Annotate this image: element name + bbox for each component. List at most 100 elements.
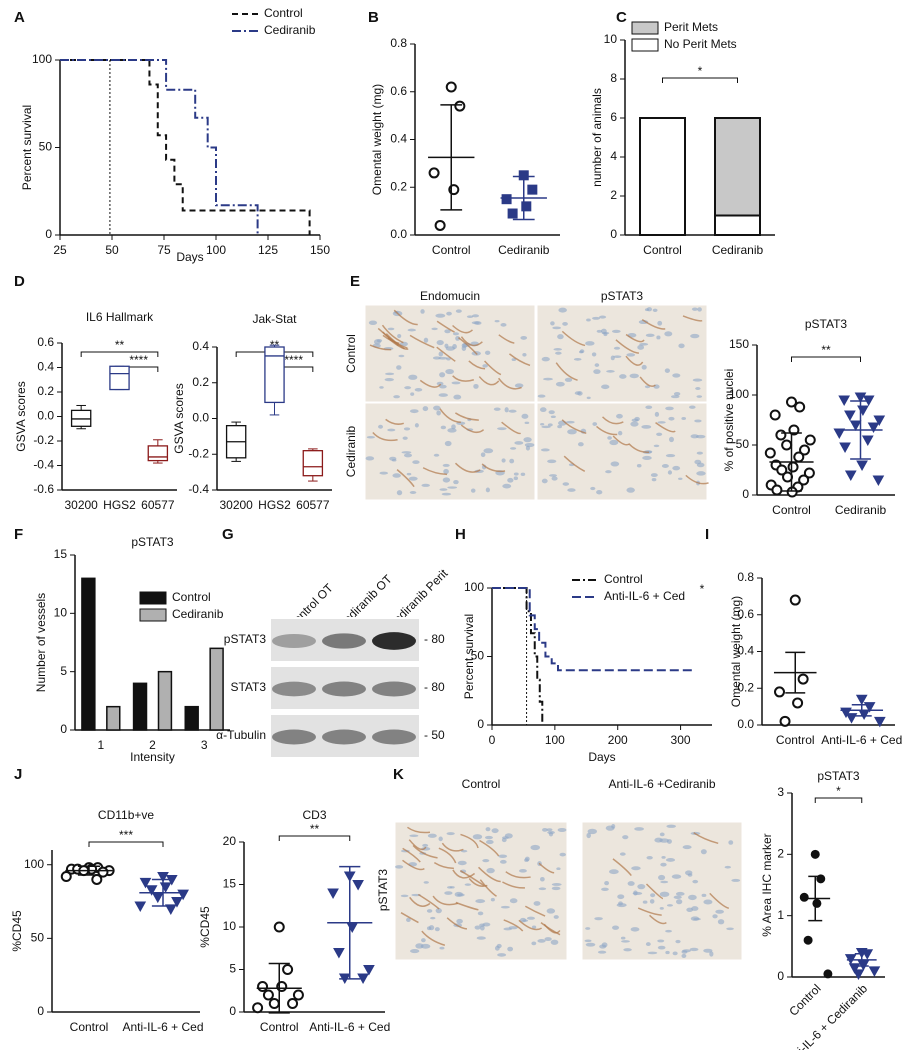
nucleus: [401, 451, 412, 454]
nucleus: [428, 925, 435, 931]
blot-band: [322, 633, 366, 649]
nucleus: [670, 395, 680, 399]
nucleus: [420, 943, 431, 949]
data-point: [803, 467, 815, 479]
stain: [417, 893, 440, 910]
nucleus: [494, 945, 500, 951]
x-tick-label: Cediranib: [498, 243, 550, 257]
stain: [501, 421, 521, 435]
nucleus: [521, 413, 529, 419]
data-point: [789, 594, 801, 606]
nucleus: [493, 407, 501, 411]
nucleus: [541, 478, 548, 484]
error-bar: [268, 962, 290, 1014]
data-point: [775, 429, 787, 441]
nucleus: [398, 354, 405, 358]
data-point: [268, 998, 280, 1009]
nucleus: [703, 948, 713, 953]
stain: [369, 344, 392, 351]
legend-label: Perit Mets: [664, 20, 718, 34]
nucleus: [551, 886, 561, 891]
box: [302, 450, 324, 477]
nucleus: [479, 923, 485, 927]
nucleus: [647, 951, 658, 955]
x-tick-label: 100: [545, 733, 565, 747]
nucleus: [421, 483, 430, 487]
bar: [132, 682, 148, 731]
y-tick-label: 2: [777, 847, 784, 861]
nucleus: [550, 939, 559, 945]
data-point: [812, 898, 822, 908]
data-point: [845, 713, 858, 724]
y-tick-label: 0.8: [390, 36, 407, 50]
data-point: [786, 396, 797, 408]
data-point: [91, 873, 103, 885]
nucleus: [540, 448, 550, 452]
data-point: [867, 422, 880, 434]
nucleus: [400, 894, 409, 898]
stain: [561, 330, 586, 347]
nucleus: [490, 897, 495, 902]
panel-letter: D: [14, 273, 25, 290]
nucleus: [482, 859, 490, 863]
nucleus: [594, 363, 600, 367]
nucleus: [422, 406, 429, 412]
significance-bracket: [88, 841, 164, 847]
nucleus: [665, 950, 670, 955]
blot-band: [372, 681, 416, 697]
nucleus: [599, 944, 607, 949]
nucleus: [444, 440, 452, 447]
data-point: [157, 872, 169, 883]
nucleus: [485, 827, 491, 832]
nucleus: [540, 876, 545, 882]
x-tick-label: Control: [786, 981, 823, 1018]
box: [264, 346, 285, 404]
y-tick-label: 0.0: [37, 409, 54, 423]
nucleus: [664, 368, 670, 373]
nucleus: [681, 953, 687, 958]
nucleus: [473, 383, 479, 389]
y-tick-label: 50: [471, 649, 485, 663]
nucleus: [500, 859, 507, 864]
y-tick-label: 0: [37, 1004, 44, 1018]
nucleus: [500, 323, 507, 327]
nucleus: [696, 462, 705, 468]
blot-band: [372, 729, 416, 745]
stain: [402, 847, 421, 863]
bar: [106, 705, 121, 731]
nucleus: [673, 895, 682, 900]
stain: [409, 896, 431, 907]
nucleus: [668, 416, 675, 421]
data-point: [159, 882, 172, 893]
stain: [421, 930, 446, 946]
nucleus: [470, 488, 476, 493]
nucleus: [408, 374, 418, 380]
nucleus: [609, 439, 619, 446]
data-point: [798, 474, 810, 486]
x-tick-label: Control: [70, 1020, 109, 1034]
nucleus: [407, 328, 417, 332]
nucleus: [666, 824, 677, 828]
y-tick-label: 150: [729, 337, 749, 351]
nucleus: [619, 852, 626, 856]
nucleus: [562, 321, 568, 326]
nucleus: [645, 942, 651, 947]
nucleus: [547, 423, 553, 427]
bar: [157, 670, 173, 731]
nucleus: [611, 824, 616, 829]
data-point: [857, 405, 869, 417]
stain: [455, 901, 479, 911]
data-point: [839, 442, 851, 454]
nucleus: [701, 893, 707, 898]
data-point: [794, 401, 806, 413]
nucleus: [541, 356, 550, 362]
nucleus: [504, 407, 509, 413]
y-tick-label: 50: [39, 140, 53, 154]
nucleus: [610, 461, 620, 467]
significance-label: **: [310, 822, 320, 836]
y-tick-label: 4: [610, 149, 617, 163]
x-tick-label: 50: [105, 243, 119, 257]
stain: [419, 379, 442, 388]
nucleus: [553, 348, 562, 351]
nucleus: [546, 908, 556, 914]
